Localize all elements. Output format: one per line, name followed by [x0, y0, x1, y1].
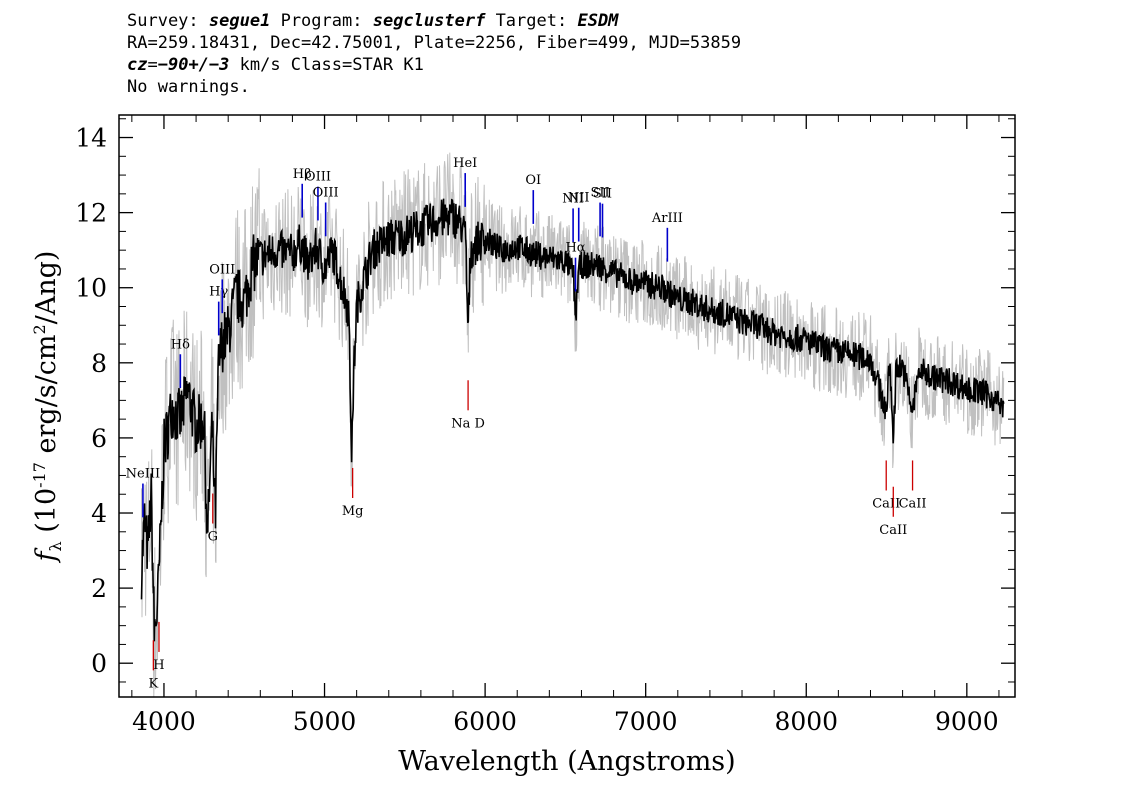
x-tick-label: 4000 — [132, 707, 196, 736]
y-tick-label: 8 — [91, 349, 107, 378]
absorption-line-label: G — [208, 530, 218, 545]
emission-line-label: OIII — [313, 185, 339, 200]
absorption-line-label: Na D — [451, 416, 485, 431]
x-tick-label: 9000 — [935, 707, 999, 736]
absorption-line-label: CaII — [879, 523, 907, 538]
y-tick-label: 0 — [91, 649, 107, 678]
absorption-line-label: K — [149, 676, 159, 691]
header-line-coordinates: RA=259.18431, Dec=42.75001, Plate=2256, … — [127, 33, 742, 53]
emission-line-label: OIII — [305, 170, 331, 185]
emission-line-label: SII — [590, 186, 609, 201]
cz-value: −90+/−3 — [157, 55, 230, 75]
emission-line-label: OIII — [209, 262, 235, 277]
absorption-line-label: CaII — [872, 496, 900, 511]
y-tick-label: 10 — [75, 274, 107, 303]
header-line-redshift: cz=−90+/−3 km/s Class=STAR K1 — [127, 54, 741, 76]
y-tick-label: 4 — [91, 499, 107, 528]
x-tick-label: 6000 — [453, 707, 517, 736]
y-tick-label: 14 — [75, 124, 107, 153]
emission-line-label: Hδ — [171, 337, 190, 352]
cz-label: cz — [127, 55, 148, 75]
emission-line-label: OI — [525, 173, 541, 188]
emission-line-label: NII — [568, 191, 590, 206]
absorption-line-label: CaII — [899, 496, 927, 511]
emission-line-label: Hγ — [209, 285, 228, 300]
program-label: Program: — [280, 11, 363, 31]
cz-equals: = — [147, 55, 158, 75]
y-axis-label-text: fλ (10-17 erg/s/cm2/Ang) — [30, 251, 65, 564]
emission-line-label: HeI — [453, 156, 477, 171]
target-value: ESDM — [577, 11, 619, 31]
axis-ticks: 4000 5000 6000 7000 8000 9000 0 2 4 6 8 10 12 14 — [75, 115, 1015, 736]
absorption-line-label: Mg — [342, 504, 364, 519]
flux-error-band — [141, 152, 1005, 697]
x-tick-label: 5000 — [293, 707, 357, 736]
emission-line-label: SII — [593, 187, 612, 202]
y-tick-label: 6 — [91, 424, 107, 453]
flux-line — [140, 198, 1005, 642]
y-tick-label: 12 — [75, 199, 107, 228]
x-axis-label: Wavelength (Angstroms) — [398, 746, 735, 777]
header-line-warnings: No warnings. — [127, 77, 250, 97]
survey-value: segue1 — [208, 11, 271, 31]
emission-line-label: ArIII — [651, 211, 683, 226]
spectrum-header: Survey: segue1 Program: segclusterf Targ… — [127, 10, 741, 98]
y-axis-label: fλ (10-17 erg/s/cm2/Ang) — [30, 251, 65, 564]
flux-error-line — [141, 152, 1005, 697]
emission-line-label: NII — [562, 191, 584, 206]
flux-series — [140, 198, 1005, 642]
x-tick-label: 8000 — [774, 707, 838, 736]
survey-label: Survey: — [127, 11, 199, 31]
absorption-line-label: H — [153, 658, 164, 673]
plot-frame — [118, 114, 1016, 698]
y-tick-label: 2 — [91, 574, 107, 603]
header-line-survey: Survey: segue1 Program: segclusterf Targ… — [127, 10, 741, 32]
emission-line-label: NeIII — [126, 467, 160, 482]
cz-class: km/s Class=STAR K1 — [229, 55, 424, 75]
emission-line-label: Hα — [565, 241, 585, 256]
x-tick-label: 7000 — [614, 707, 678, 736]
target-label: Target: — [495, 11, 568, 31]
program-value: segclusterf — [372, 11, 486, 31]
emission-line-label: Hβ — [293, 167, 312, 182]
